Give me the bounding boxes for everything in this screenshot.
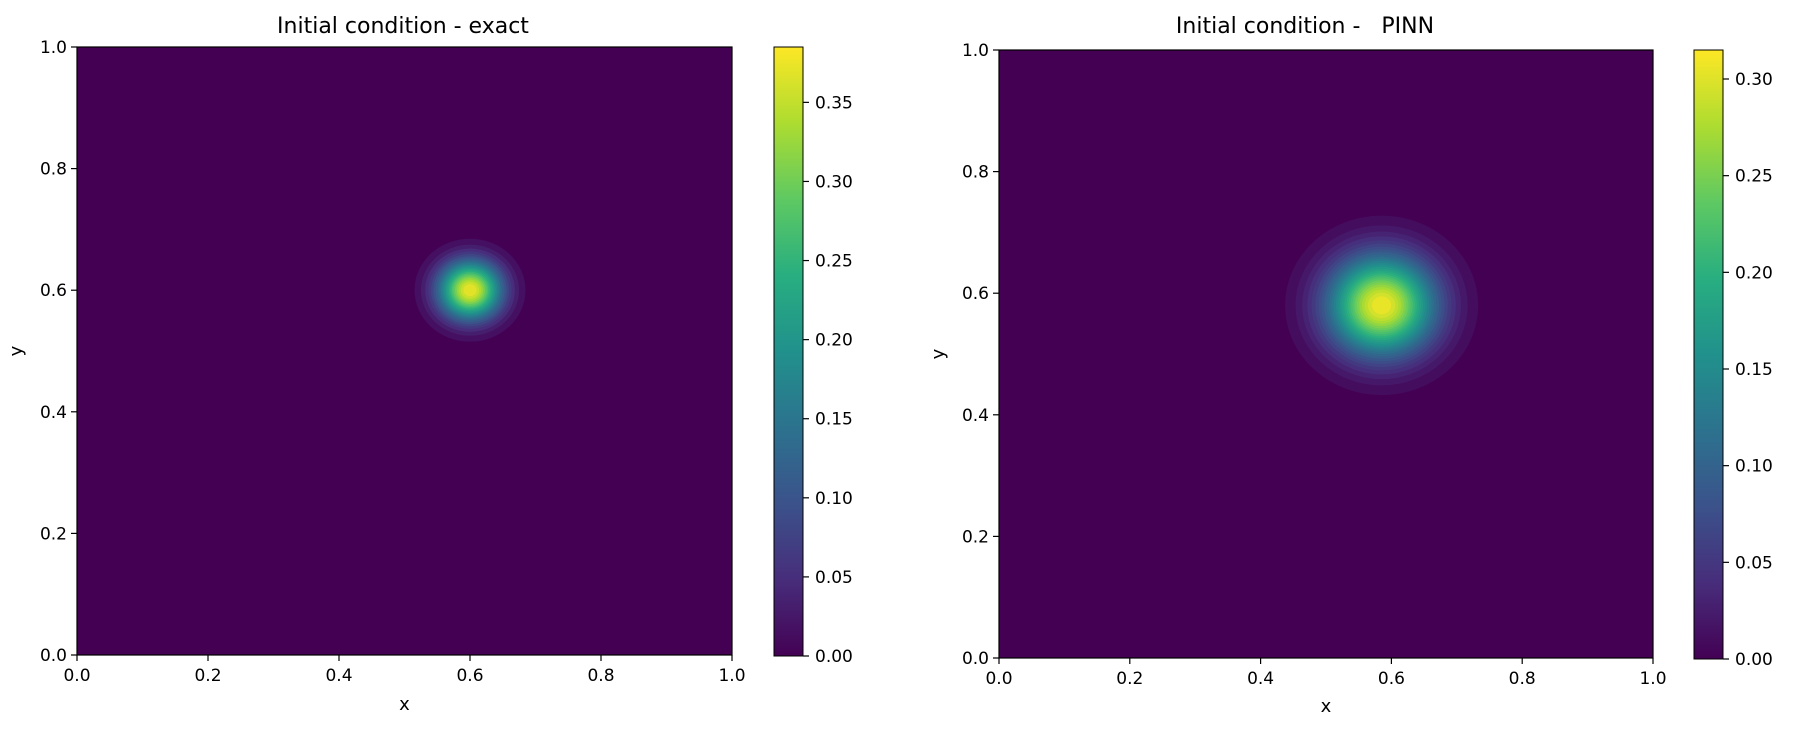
y-tick-label: 0.6: [40, 281, 67, 301]
y-tick-label: 0.8: [962, 163, 989, 183]
y-axis-label: y: [928, 348, 949, 359]
colorbar: [1693, 49, 1724, 660]
plot-frame: [76, 46, 733, 656]
y-tick-label: 0.2: [40, 524, 67, 544]
colorbar-tick-label: 0.10: [1735, 457, 1773, 477]
colorbar-tick-label: 0.25: [1735, 167, 1773, 187]
colorbar-tick-label: 0.30: [815, 172, 853, 192]
colorbar: [773, 46, 804, 657]
colorbar-tick-label: 0.05: [1735, 553, 1773, 573]
x-tick-label: 0.4: [1247, 669, 1274, 689]
colorbar-tick-label: 0.00: [815, 647, 853, 667]
chart-title: Initial condition - PINN: [1176, 14, 1434, 39]
y-axis-ticks: 0.0 0.2 0.4 0.6 0.8 1.0: [962, 41, 999, 669]
y-tick-label: 0.8: [40, 160, 67, 180]
chart-title: Initial condition - exact: [277, 14, 529, 39]
heatmap-background: [77, 47, 732, 655]
x-tick-label: 0.4: [325, 666, 352, 686]
colorbar-ticks: 0.00 0.05 0.10 0.15 0.20 0.25 0.30 0.35: [803, 93, 853, 667]
colorbar-tick-label: 0.15: [1735, 360, 1773, 380]
colorbar-tick-label: 0.30: [1735, 70, 1773, 90]
colorbar-tick-label: 0.15: [815, 410, 853, 430]
colorbar-tick-label: 0.35: [815, 93, 853, 113]
y-tick-label: 0.0: [962, 649, 989, 669]
heatmap-contour-band: [1371, 296, 1392, 315]
x-tick-label: 0.8: [587, 666, 614, 686]
y-tick-label: 1.0: [40, 38, 67, 58]
panel-pinn: Initial condition - PINN 0.0 0.2 0.4 0.6 0.8…: [928, 14, 1773, 717]
x-axis-label: x: [1321, 696, 1332, 717]
x-tick-label: 0.6: [1378, 669, 1405, 689]
colorbar-ticks: 0.00 0.05 0.10 0.15 0.20 0.25 0.30: [1723, 70, 1773, 670]
colorbar-tick-label: 0.25: [815, 252, 853, 272]
y-tick-label: 0.4: [40, 403, 67, 423]
y-axis-label: y: [6, 345, 27, 356]
x-tick-label: 1.0: [718, 666, 745, 686]
colorbar-tick-label: 0.05: [815, 568, 853, 588]
x-tick-label: 0.2: [194, 666, 221, 686]
x-axis-ticks: 0.0 0.2 0.4 0.6 0.8 1.0: [63, 655, 746, 686]
colorbar-tick-label: 0.20: [815, 331, 853, 351]
y-tick-label: 0.6: [962, 284, 989, 304]
panel-exact: Initial condition - exact 0.0 0.2 0.4 0.6 0.…: [6, 14, 853, 715]
x-tick-label: 0.0: [63, 666, 90, 686]
x-tick-label: 0.0: [985, 669, 1012, 689]
x-axis-ticks: 0.0 0.2 0.4 0.6 0.8 1.0: [985, 658, 1667, 689]
x-tick-label: 1.0: [1639, 669, 1666, 689]
x-axis-label: x: [399, 694, 410, 715]
y-tick-label: 0.0: [40, 646, 67, 666]
heatmap-plot: [76, 46, 733, 656]
colorbar-tick-label: 0.00: [1735, 650, 1773, 670]
y-tick-label: 1.0: [962, 41, 989, 61]
plot-frame: [998, 49, 1654, 659]
heatmap-blob: [1285, 215, 1479, 396]
heatmap-plot: [998, 49, 1654, 659]
x-tick-label: 0.2: [1116, 669, 1143, 689]
x-tick-label: 0.8: [1509, 669, 1536, 689]
y-tick-label: 0.2: [962, 527, 989, 547]
y-tick-label: 0.4: [962, 406, 989, 426]
y-axis-ticks: 0.0 0.2 0.4 0.6 0.8 1.0: [40, 38, 77, 666]
colorbar-tick-label: 0.10: [815, 489, 853, 509]
heatmap-contour-band: [463, 284, 477, 297]
x-tick-label: 0.6: [456, 666, 483, 686]
heatmap-blob: [414, 238, 526, 342]
colorbar-tick-label: 0.20: [1735, 263, 1773, 283]
